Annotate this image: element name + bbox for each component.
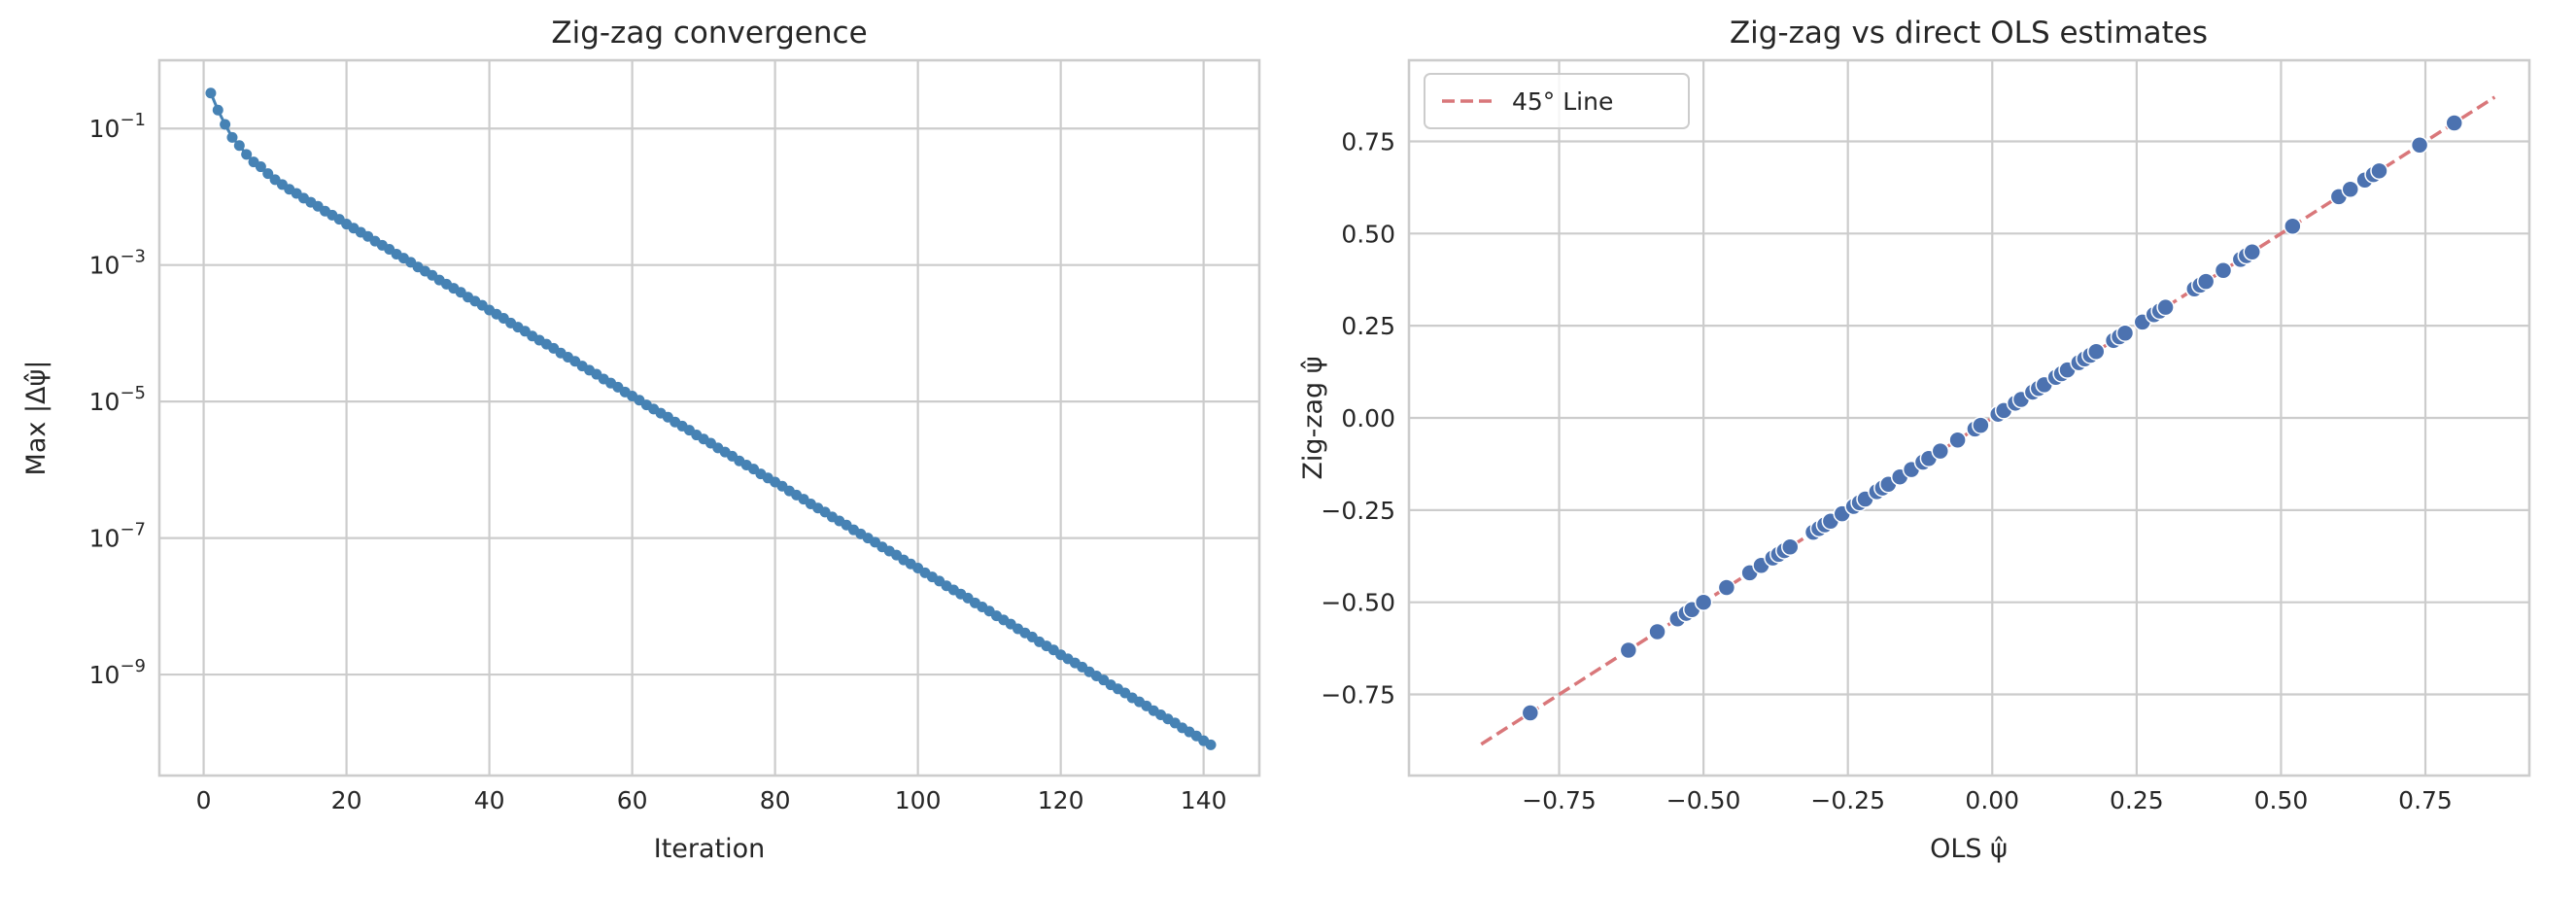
- data-point: [2243, 243, 2261, 261]
- x-tick-label: −0.25: [1810, 786, 1885, 814]
- data-point: [1972, 416, 1990, 434]
- y-axis-label: Zig-zag ψ̂: [1298, 356, 1328, 479]
- x-tick-label: 60: [617, 786, 648, 814]
- y-axis-label: Max |Δψ̂|: [21, 361, 52, 476]
- data-point: [1619, 640, 1638, 660]
- tick-base: 10: [89, 525, 120, 553]
- chart-title: Zig-zag vs direct OLS estimates: [1730, 16, 2208, 51]
- data-point: [1781, 537, 1800, 557]
- tick-exponent: −1: [120, 110, 146, 130]
- x-tick-label: 40: [474, 786, 505, 814]
- data-point: [1931, 441, 1950, 461]
- data-point: [2156, 297, 2175, 317]
- data-point: [2214, 260, 2233, 280]
- x-tick-label: 0.50: [2254, 786, 2309, 814]
- data-point: [233, 140, 245, 152]
- tick-exponent: −5: [120, 383, 146, 403]
- data-point: [2341, 180, 2360, 199]
- data-point: [1717, 578, 1736, 597]
- y-tick-label: −0.25: [1321, 497, 1395, 525]
- tick-exponent: −7: [120, 520, 146, 540]
- y-tick-label: 10−3: [89, 247, 146, 280]
- x-tick-label: 20: [331, 786, 362, 814]
- x-axis-label: OLS ψ̂: [1930, 834, 2008, 864]
- tick-base: 10: [89, 388, 120, 416]
- ols-comparison-chart: −0.75 −0.50 −0.25 0.00 0.25 0.50 0.75 −0.75 −0.5…: [1298, 16, 2531, 864]
- x-tick-label: −0.75: [1522, 786, 1597, 814]
- data-point: [2410, 136, 2429, 155]
- data-point: [255, 161, 266, 173]
- x-tick-label: 0.00: [1965, 786, 2019, 814]
- data-point: [1648, 622, 1666, 641]
- data-point: [2115, 324, 2135, 342]
- tick-base: 10: [89, 661, 120, 689]
- tick-exponent: −3: [120, 247, 146, 267]
- y-tick-label: 10−1: [89, 110, 146, 143]
- data-point: [205, 87, 217, 99]
- data-point: [2370, 161, 2388, 181]
- y-tick-label: −0.50: [1321, 589, 1395, 617]
- data-point: [1948, 431, 1967, 450]
- x-tick-label: 140: [1181, 786, 1227, 814]
- tick-base: 10: [89, 115, 120, 143]
- data-point: [212, 104, 223, 116]
- x-tick-label: 0.75: [2398, 786, 2453, 814]
- y-tick-label: 0.00: [1341, 404, 1395, 432]
- data-point: [262, 168, 274, 180]
- y-tick-label: 10−7: [89, 520, 146, 553]
- x-tick-label: 0.25: [2110, 786, 2164, 814]
- y-tick-label: −0.75: [1321, 681, 1395, 709]
- data-point: [226, 131, 238, 143]
- y-tick-label: 10−9: [89, 656, 146, 689]
- y-tick-label: 0.50: [1341, 220, 1395, 248]
- tick-exponent: −9: [120, 656, 146, 676]
- data-point: [220, 119, 231, 130]
- legend-label: 45° Line: [1512, 87, 1613, 116]
- data-point: [1694, 593, 1713, 611]
- y-tick-label: 10−5: [89, 383, 146, 416]
- axes-frame: [157, 58, 1261, 778]
- legend: 45° Line: [1424, 73, 1690, 129]
- axes-frame: [1407, 58, 2531, 778]
- x-tick-label: 80: [760, 786, 791, 814]
- data-point: [2445, 114, 2463, 132]
- data-point: [2087, 342, 2106, 361]
- x-tick-label: 0: [196, 786, 212, 814]
- data-point: [2284, 217, 2302, 235]
- data-point: [1521, 704, 1540, 722]
- data-point: [241, 149, 253, 160]
- y-tick-label: 0.25: [1341, 312, 1395, 340]
- data-point: [1205, 739, 1217, 750]
- x-axis-label: Iteration: [654, 834, 766, 864]
- tick-base: 10: [89, 252, 120, 280]
- y-tick-label: 0.75: [1341, 127, 1395, 156]
- x-tick-label: 100: [895, 786, 942, 814]
- x-tick-label: −0.50: [1666, 786, 1741, 814]
- x-tick-label: 120: [1038, 786, 1084, 814]
- data-point: [2196, 272, 2215, 291]
- chart-title: Zig-zag convergence: [551, 16, 867, 51]
